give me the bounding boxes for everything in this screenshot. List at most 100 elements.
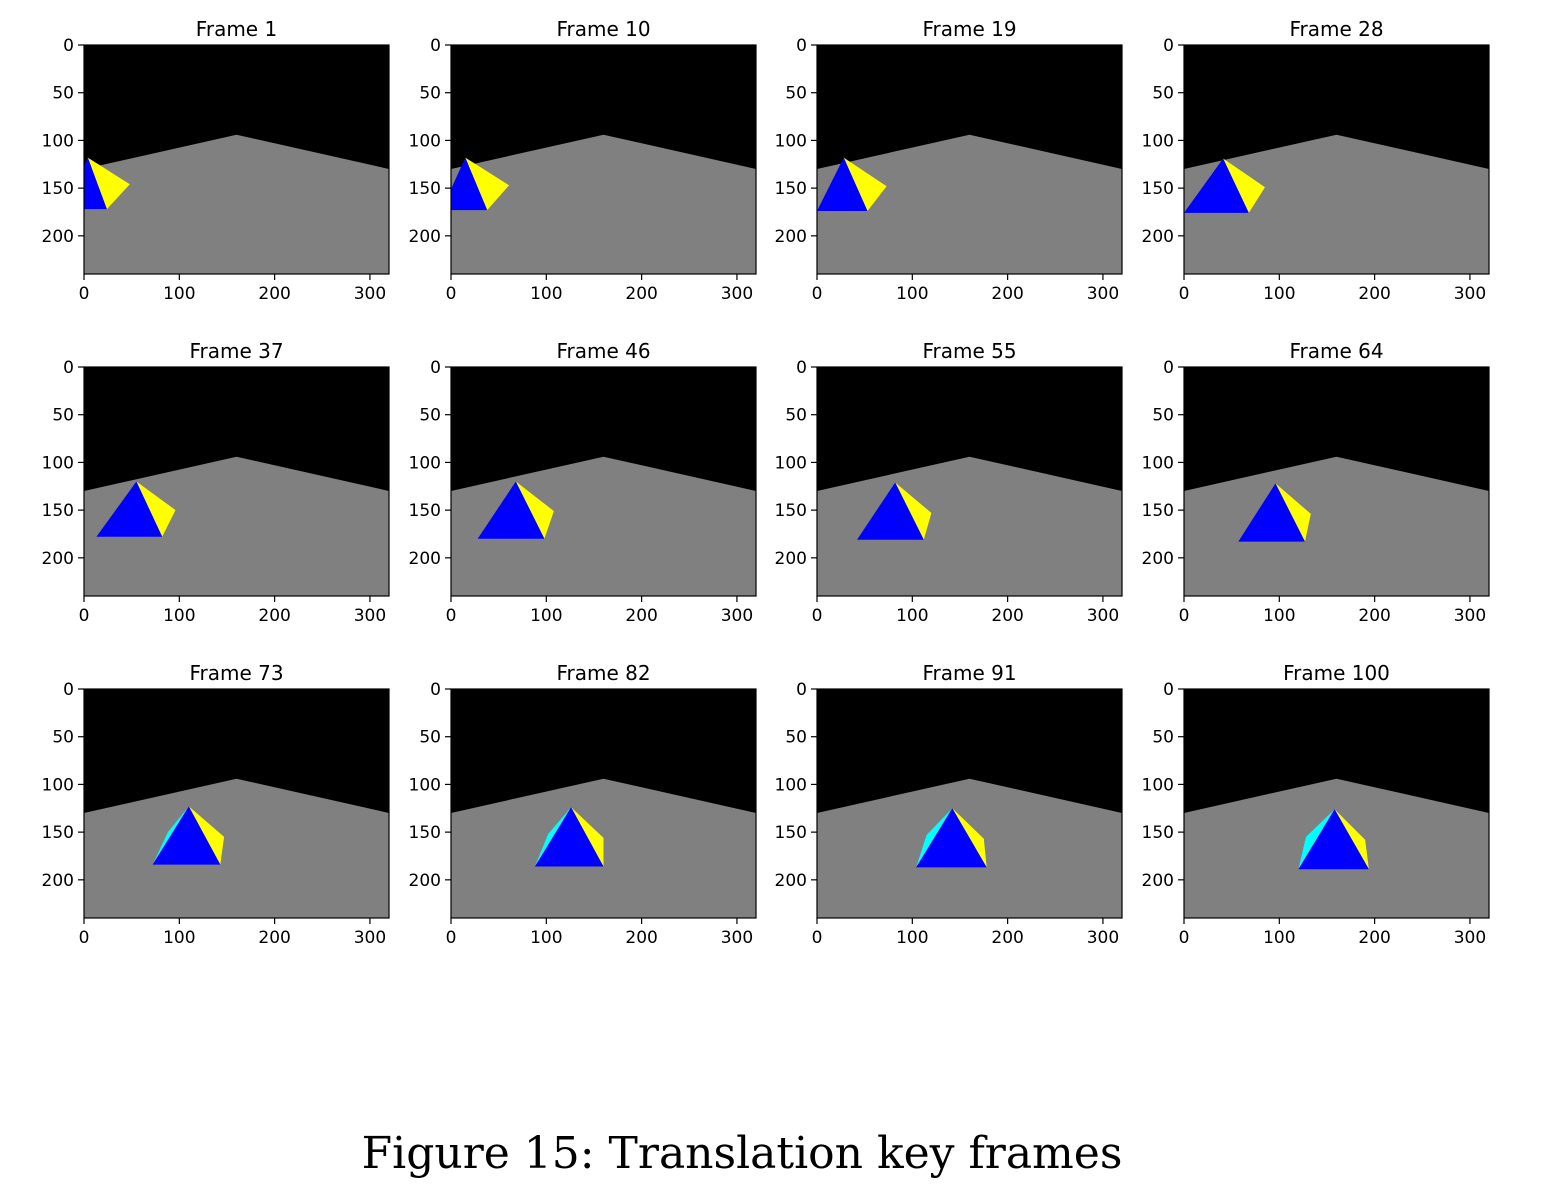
frame-image (84, 689, 389, 918)
ground-plane (1184, 134, 1489, 274)
y-tick-label: 100 (1142, 131, 1174, 151)
x-tick-label: 300 (1087, 284, 1119, 304)
frame-image (451, 689, 756, 918)
pyramid-front-face (96, 481, 163, 537)
axes-frame (816, 44, 1123, 275)
y-tick-label: 200 (1142, 871, 1174, 891)
x-tick-label: 100 (530, 928, 562, 948)
y-tick-label: 150 (775, 179, 807, 199)
frame-title: Frame 10 (556, 17, 650, 41)
axes-frame (816, 366, 1123, 597)
y-tick-label: 0 (430, 36, 441, 56)
pyramid-front-face (477, 481, 545, 539)
pyramid-front-face (534, 807, 604, 867)
ground-plane (84, 778, 389, 918)
frame-title: Frame 37 (189, 339, 283, 363)
x-tick-label: 0 (812, 606, 823, 626)
y-tick-label: 100 (775, 775, 807, 795)
frame-title: Frame 46 (556, 339, 650, 363)
y-tick-label: 50 (419, 84, 441, 104)
x-tick-label: 100 (163, 284, 195, 304)
x-tick-label: 0 (812, 928, 823, 948)
y-tick-label: 0 (796, 358, 807, 378)
y-tick-label: 150 (42, 823, 74, 843)
y-tick-label: 200 (42, 549, 74, 569)
x-tick-label: 300 (1087, 606, 1119, 626)
y-tick-label: 150 (1142, 179, 1174, 199)
x-tick-label: 100 (530, 606, 562, 626)
x-tick-label: 200 (258, 284, 290, 304)
frame-title: Frame 1 (196, 17, 277, 41)
y-tick-label: 0 (430, 358, 441, 378)
pyramid-front-face (1184, 158, 1249, 213)
frame-title: Frame 55 (922, 339, 1016, 363)
x-tick-label: 200 (625, 606, 657, 626)
frame-title: Frame 28 (1289, 17, 1383, 41)
y-tick-label: 200 (1142, 227, 1174, 247)
x-tick-label: 0 (79, 284, 90, 304)
x-tick-label: 0 (446, 606, 457, 626)
y-tick-label: 50 (1152, 406, 1174, 426)
pyramid-right-face (1223, 158, 1265, 213)
y-tick-label: 0 (1163, 36, 1174, 56)
y-tick-label: 150 (1142, 823, 1174, 843)
y-tick-label: 100 (1142, 775, 1174, 795)
x-tick-label: 300 (1087, 928, 1119, 948)
y-tick-label: 0 (1163, 358, 1174, 378)
frame-subplot: 0 100 200 300 0 50 100 150 200 Frame 91 (775, 661, 1123, 948)
frame-image (1184, 367, 1489, 596)
pyramid-front-face (451, 157, 488, 211)
x-tick-label: 200 (991, 928, 1023, 948)
pyramid-right-face (188, 806, 225, 865)
y-tick-label: 100 (775, 453, 807, 473)
x-tick-label: 0 (446, 928, 457, 948)
y-tick-label: 0 (1163, 680, 1174, 700)
x-tick-label: 100 (896, 928, 928, 948)
y-tick-label: 100 (775, 131, 807, 151)
x-tick-label: 200 (258, 606, 290, 626)
y-tick-label: 200 (409, 871, 441, 891)
y-tick-label: 100 (42, 131, 74, 151)
y-tick-label: 200 (409, 549, 441, 569)
y-tick-label: 200 (42, 871, 74, 891)
y-tick-label: 50 (419, 728, 441, 748)
frame-subplot: 0 100 200 300 0 50 100 150 200 Frame 100 (1142, 661, 1490, 948)
frame-subplot: 0 100 200 300 0 50 100 150 200 Frame 1 (42, 17, 390, 304)
y-tick-label: 100 (409, 131, 441, 151)
x-tick-label: 200 (1358, 284, 1390, 304)
x-tick-label: 200 (1358, 606, 1390, 626)
y-tick-label: 150 (775, 501, 807, 521)
x-tick-label: 100 (896, 606, 928, 626)
y-tick-label: 100 (42, 453, 74, 473)
x-tick-label: 100 (530, 284, 562, 304)
frame-image (1184, 45, 1489, 274)
pyramid-left-face (916, 808, 953, 868)
y-tick-label: 200 (409, 227, 441, 247)
y-tick-label: 200 (775, 871, 807, 891)
pyramid-front-face (152, 806, 221, 865)
frame-image (451, 367, 756, 596)
pyramid-left-face (152, 806, 189, 865)
pyramid-right-face (571, 807, 604, 867)
y-tick-label: 150 (42, 501, 74, 521)
x-tick-label: 200 (991, 606, 1023, 626)
x-tick-label: 300 (721, 284, 753, 304)
y-tick-label: 150 (409, 823, 441, 843)
y-tick-label: 100 (409, 775, 441, 795)
pyramid-front-face (1238, 483, 1305, 542)
axes-frame (450, 44, 757, 275)
x-tick-label: 300 (1454, 928, 1486, 948)
frame-subplot: 0 100 200 300 0 50 100 150 200 Frame 19 (775, 17, 1123, 304)
y-tick-label: 50 (785, 406, 807, 426)
y-tick-label: 0 (430, 680, 441, 700)
ground-plane (84, 456, 389, 596)
x-tick-label: 0 (446, 284, 457, 304)
x-tick-label: 0 (79, 928, 90, 948)
x-tick-label: 300 (1454, 606, 1486, 626)
pyramid-right-face (87, 157, 130, 210)
y-tick-label: 150 (42, 179, 74, 199)
x-tick-label: 200 (991, 284, 1023, 304)
frame-title: Frame 91 (922, 661, 1016, 685)
frame-subplot: 0 100 200 300 0 50 100 150 200 Frame 73 (42, 661, 390, 948)
